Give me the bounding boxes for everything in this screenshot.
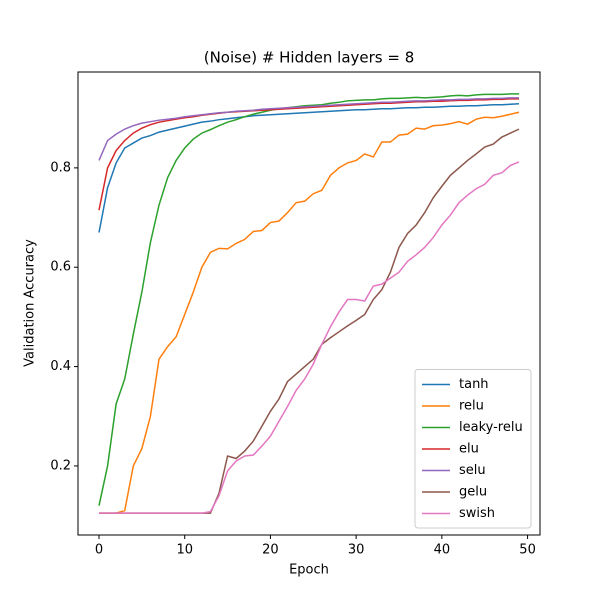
plot-frame [77,71,541,536]
legend-label: gelu [459,485,487,500]
legend-label: selu [459,463,486,478]
legend-label: leaky-relu [459,420,523,435]
chart-title: (Noise) # Hidden layers = 8 [204,49,415,67]
series-line [98,93,519,506]
legend-label: relu [459,399,484,414]
x-axis-label: Epoch [289,563,329,578]
y-axis-label: Validation Accuracy [23,239,38,367]
y-tick-label: 0.2 [50,458,71,473]
x-tick-label: 20 [262,543,279,558]
x-tick-label: 50 [519,543,536,558]
series-line [99,111,520,514]
legend-label: swish [459,506,495,521]
series-line [99,161,520,514]
series-line [98,98,519,211]
series-line [98,97,519,161]
x-tick-label: 30 [348,543,365,558]
y-tick-label: 0.6 [50,260,71,275]
legend-label: elu [459,442,479,457]
series-line [98,103,520,233]
legend-label: tanh [459,377,489,392]
y-tick-label: 0.8 [50,160,71,175]
x-tick-label: 10 [176,543,193,558]
x-tick-label: 0 [95,543,103,558]
legend-box [414,369,532,529]
y-tick-label: 0.4 [50,359,71,374]
x-tick-label: 40 [434,543,451,558]
